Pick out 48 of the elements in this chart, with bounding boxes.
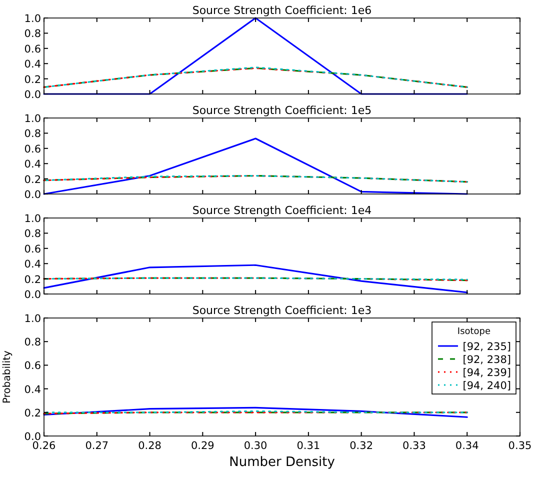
y-axis-title: Probability [2,350,13,404]
y-tick-label: 0.2 [24,274,41,286]
y-tick-label: 0.8 [24,228,41,240]
x-tick-label: 0.33 [402,440,426,452]
y-tick-label: 0.6 [24,143,42,156]
y-tick-label: 0.8 [24,336,41,349]
line-series [43,406,468,418]
y-tick-label: 0.0 [24,89,41,101]
legend-label: [94, 240] [462,380,511,392]
chart-title: Source Strength Coefficient: 1e5 [192,104,372,117]
y-tick-label: 0.4 [24,384,42,396]
y-tick-label: 0.6 [24,360,42,372]
x-tick-label: 0.35 [508,440,532,452]
x-tick-label: 0.34 [455,440,480,452]
y-tick-label: 0.6 [24,243,42,256]
x-tick-label: 0.26 [32,440,56,452]
y-tick-label: 1.0 [24,13,41,25]
x-axis-title: Number Density [229,455,336,470]
y-tick-label: 0.2 [24,74,41,86]
line-series [43,174,468,183]
y-tick-label: 0.8 [24,28,41,40]
x-tick-label: 0.29 [190,440,214,452]
x-tick-label: 0.27 [85,440,109,452]
chart-title: Source Strength Coefficient: 1e6 [192,4,372,17]
x-tick-label: 0.31 [296,440,320,452]
chart-title: Source Strength Coefficient: 1e3 [192,304,372,317]
y-tick-label: 0.4 [24,158,42,171]
legend-label: [94, 239] [462,367,511,379]
x-tick-label: 0.32 [350,440,374,452]
legend-label: [92, 235] [462,341,511,353]
line-series [43,264,468,294]
y-tick-label: 0.6 [24,43,42,56]
line-series [43,138,468,195]
y-tick-label: 0.8 [24,128,41,140]
legend-title: Isotope [457,327,492,337]
y-tick-label: 0.4 [24,258,42,271]
y-tick-label: 0.2 [24,174,41,186]
y-tick-label: 1.0 [24,313,41,325]
x-tick-label: 0.30 [244,440,268,452]
legend-label: [92, 238] [462,354,511,366]
y-tick-label: 0.4 [24,58,42,71]
y-tick-label: 0.0 [24,289,41,301]
y-tick-label: 1.0 [24,113,41,125]
y-tick-label: 1.0 [24,213,41,225]
y-tick-label: 0.0 [24,189,41,201]
x-tick-label: 0.28 [138,440,162,452]
y-tick-label: 0.2 [24,407,41,420]
chart-title: Source Strength Coefficient: 1e4 [192,204,372,217]
